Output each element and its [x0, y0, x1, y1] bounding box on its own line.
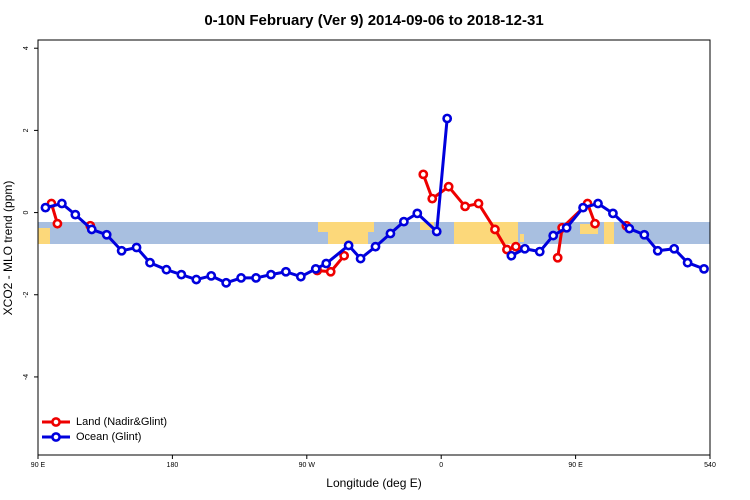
y-axis-label: XCO2 - MLO trend (ppm)	[1, 181, 15, 316]
data-point	[590, 218, 600, 229]
data-point	[310, 263, 321, 274]
data-point	[251, 273, 261, 283]
legend-marker	[51, 432, 61, 442]
data-point	[191, 274, 202, 285]
data-point	[40, 202, 51, 213]
y-tick-label: 2	[23, 128, 30, 132]
data-point	[624, 223, 635, 234]
x-tick-label: 90 E	[568, 462, 583, 469]
y-tick-label: -4	[23, 374, 30, 380]
chart-title: 0-10N February (Ver 9) 2014-09-06 to 201…	[204, 12, 543, 29]
data-point	[236, 273, 246, 283]
data-point	[398, 216, 409, 227]
data-point	[443, 181, 454, 192]
data-point	[593, 198, 603, 209]
data-point	[343, 240, 354, 251]
data-point	[639, 229, 650, 240]
data-point	[176, 269, 187, 280]
data-point	[56, 198, 67, 209]
data-point	[325, 266, 336, 277]
data-point	[412, 208, 423, 219]
data-point	[473, 198, 484, 209]
data-point	[652, 245, 663, 256]
data-point	[295, 271, 306, 282]
data-point	[385, 228, 396, 239]
data-point	[699, 263, 709, 274]
data-point	[266, 269, 276, 280]
data-point	[116, 245, 127, 256]
data-point	[506, 250, 517, 261]
series-line	[45, 118, 449, 285]
data-point	[370, 241, 381, 252]
x-tick-label: 0	[439, 462, 443, 469]
x-tick-label: 540	[704, 462, 716, 469]
data-point	[519, 243, 530, 254]
data-point	[131, 242, 142, 253]
data-point	[682, 257, 693, 268]
data-point	[339, 250, 350, 261]
x-tick-label: 90 E	[31, 462, 46, 469]
y-tick-label: -2	[23, 292, 30, 298]
plot-frame	[37, 39, 711, 456]
data-point	[280, 266, 291, 277]
data-point	[52, 218, 63, 229]
data-point	[442, 113, 453, 124]
data-point	[669, 243, 680, 254]
data-point	[608, 208, 618, 219]
data-point	[418, 169, 429, 180]
legend-label: Land (Nadir&Glint)	[76, 416, 167, 428]
data-point	[86, 224, 97, 235]
x-tick-label: 90 W	[299, 462, 316, 469]
data-point	[561, 222, 572, 233]
legend-label: Ocean (Glint)	[76, 431, 141, 443]
data-point	[431, 226, 442, 237]
data-point	[460, 201, 470, 212]
y-tick-label: 0	[23, 211, 30, 215]
data-point	[552, 252, 563, 263]
data-point	[101, 229, 112, 240]
data-point	[70, 209, 81, 220]
data-point	[510, 241, 521, 252]
data-point	[502, 244, 512, 255]
data-point	[534, 246, 545, 257]
legend-marker	[51, 417, 61, 427]
x-tick-label: 180	[167, 462, 179, 469]
y-tick-label: 4	[23, 46, 30, 50]
data-point	[145, 257, 155, 268]
data-point	[427, 193, 438, 204]
map-strip	[38, 222, 710, 244]
data-point	[206, 270, 217, 281]
data-point	[161, 264, 172, 275]
data-point	[321, 258, 332, 269]
data-point	[548, 230, 559, 241]
x-axis-label: Longitude (deg E)	[326, 476, 421, 490]
data-point	[578, 202, 588, 213]
data-point	[355, 253, 366, 264]
data-point	[221, 277, 232, 288]
data-point	[490, 224, 500, 235]
